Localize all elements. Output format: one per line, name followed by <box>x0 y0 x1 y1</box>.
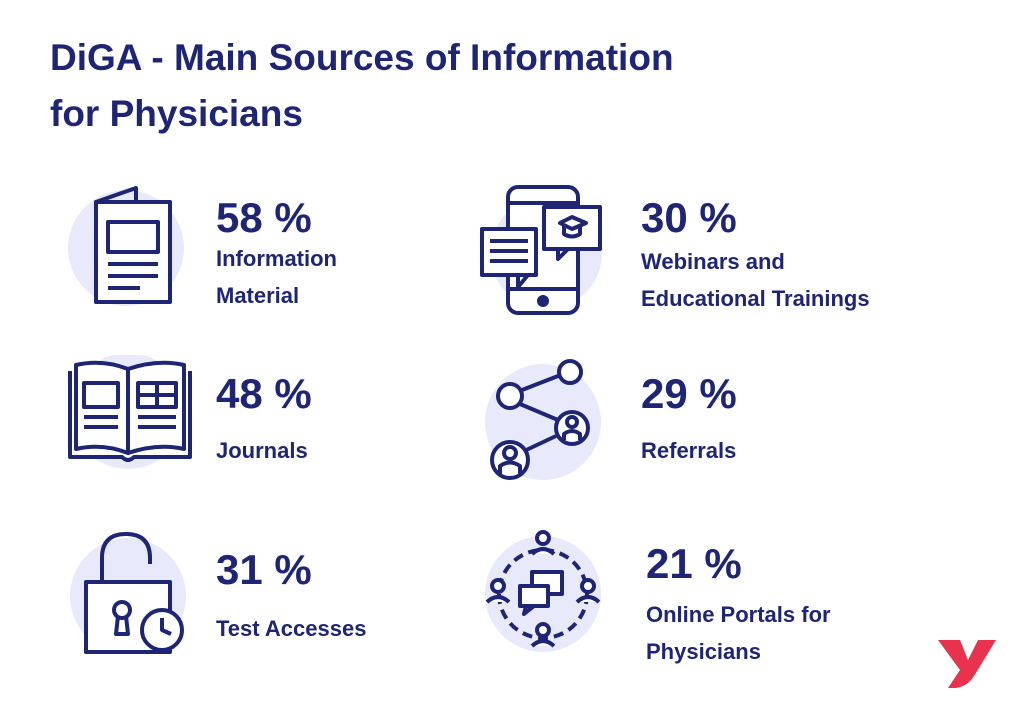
brochure-icon <box>68 180 188 315</box>
padlock-clock-icon <box>70 530 200 660</box>
stat-label: Webinars and Educational Trainings <box>641 243 870 317</box>
open-book-icon <box>66 355 196 470</box>
stat-label: Information Material <box>216 240 337 314</box>
stat-label: Online Portals for Physicians <box>646 596 831 670</box>
stat-label-line: Material <box>216 283 300 308</box>
stat-label-line: Educational Trainings <box>641 286 870 311</box>
stat-percentage: 31 % <box>216 546 312 593</box>
brand-y-logo-icon <box>934 634 998 695</box>
page-title: DiGA - Main Sources of Information for P… <box>50 30 850 142</box>
title-line-1: DiGA - Main Sources of Information <box>50 37 674 78</box>
stat-label-line: Physicians <box>646 639 761 664</box>
stat-label-line: Test Accesses <box>216 616 367 641</box>
smartphone-education-icon <box>478 183 608 318</box>
stat-percentage: 48 % <box>216 370 312 417</box>
network-referral-icon <box>478 356 608 486</box>
stat-percentage: 30 % <box>641 194 737 241</box>
stat-label: Journals <box>216 432 308 469</box>
stat-label-line: Referrals <box>641 438 737 463</box>
title-line-2: for Physicians <box>50 93 303 134</box>
stat-label: Test Accesses <box>216 610 366 647</box>
stat-label-line: Journals <box>216 438 308 463</box>
stat-label-line: Webinars and <box>641 249 785 274</box>
stat-label-line: Information <box>216 246 337 271</box>
stat-label-line: Online Portals for <box>646 602 831 627</box>
people-chat-circle-icon <box>478 528 608 658</box>
stat-percentage: 29 % <box>641 370 737 417</box>
stat-label: Referrals <box>641 432 736 469</box>
stat-percentage: 58 % <box>216 194 312 241</box>
stat-percentage: 21 % <box>646 540 742 587</box>
